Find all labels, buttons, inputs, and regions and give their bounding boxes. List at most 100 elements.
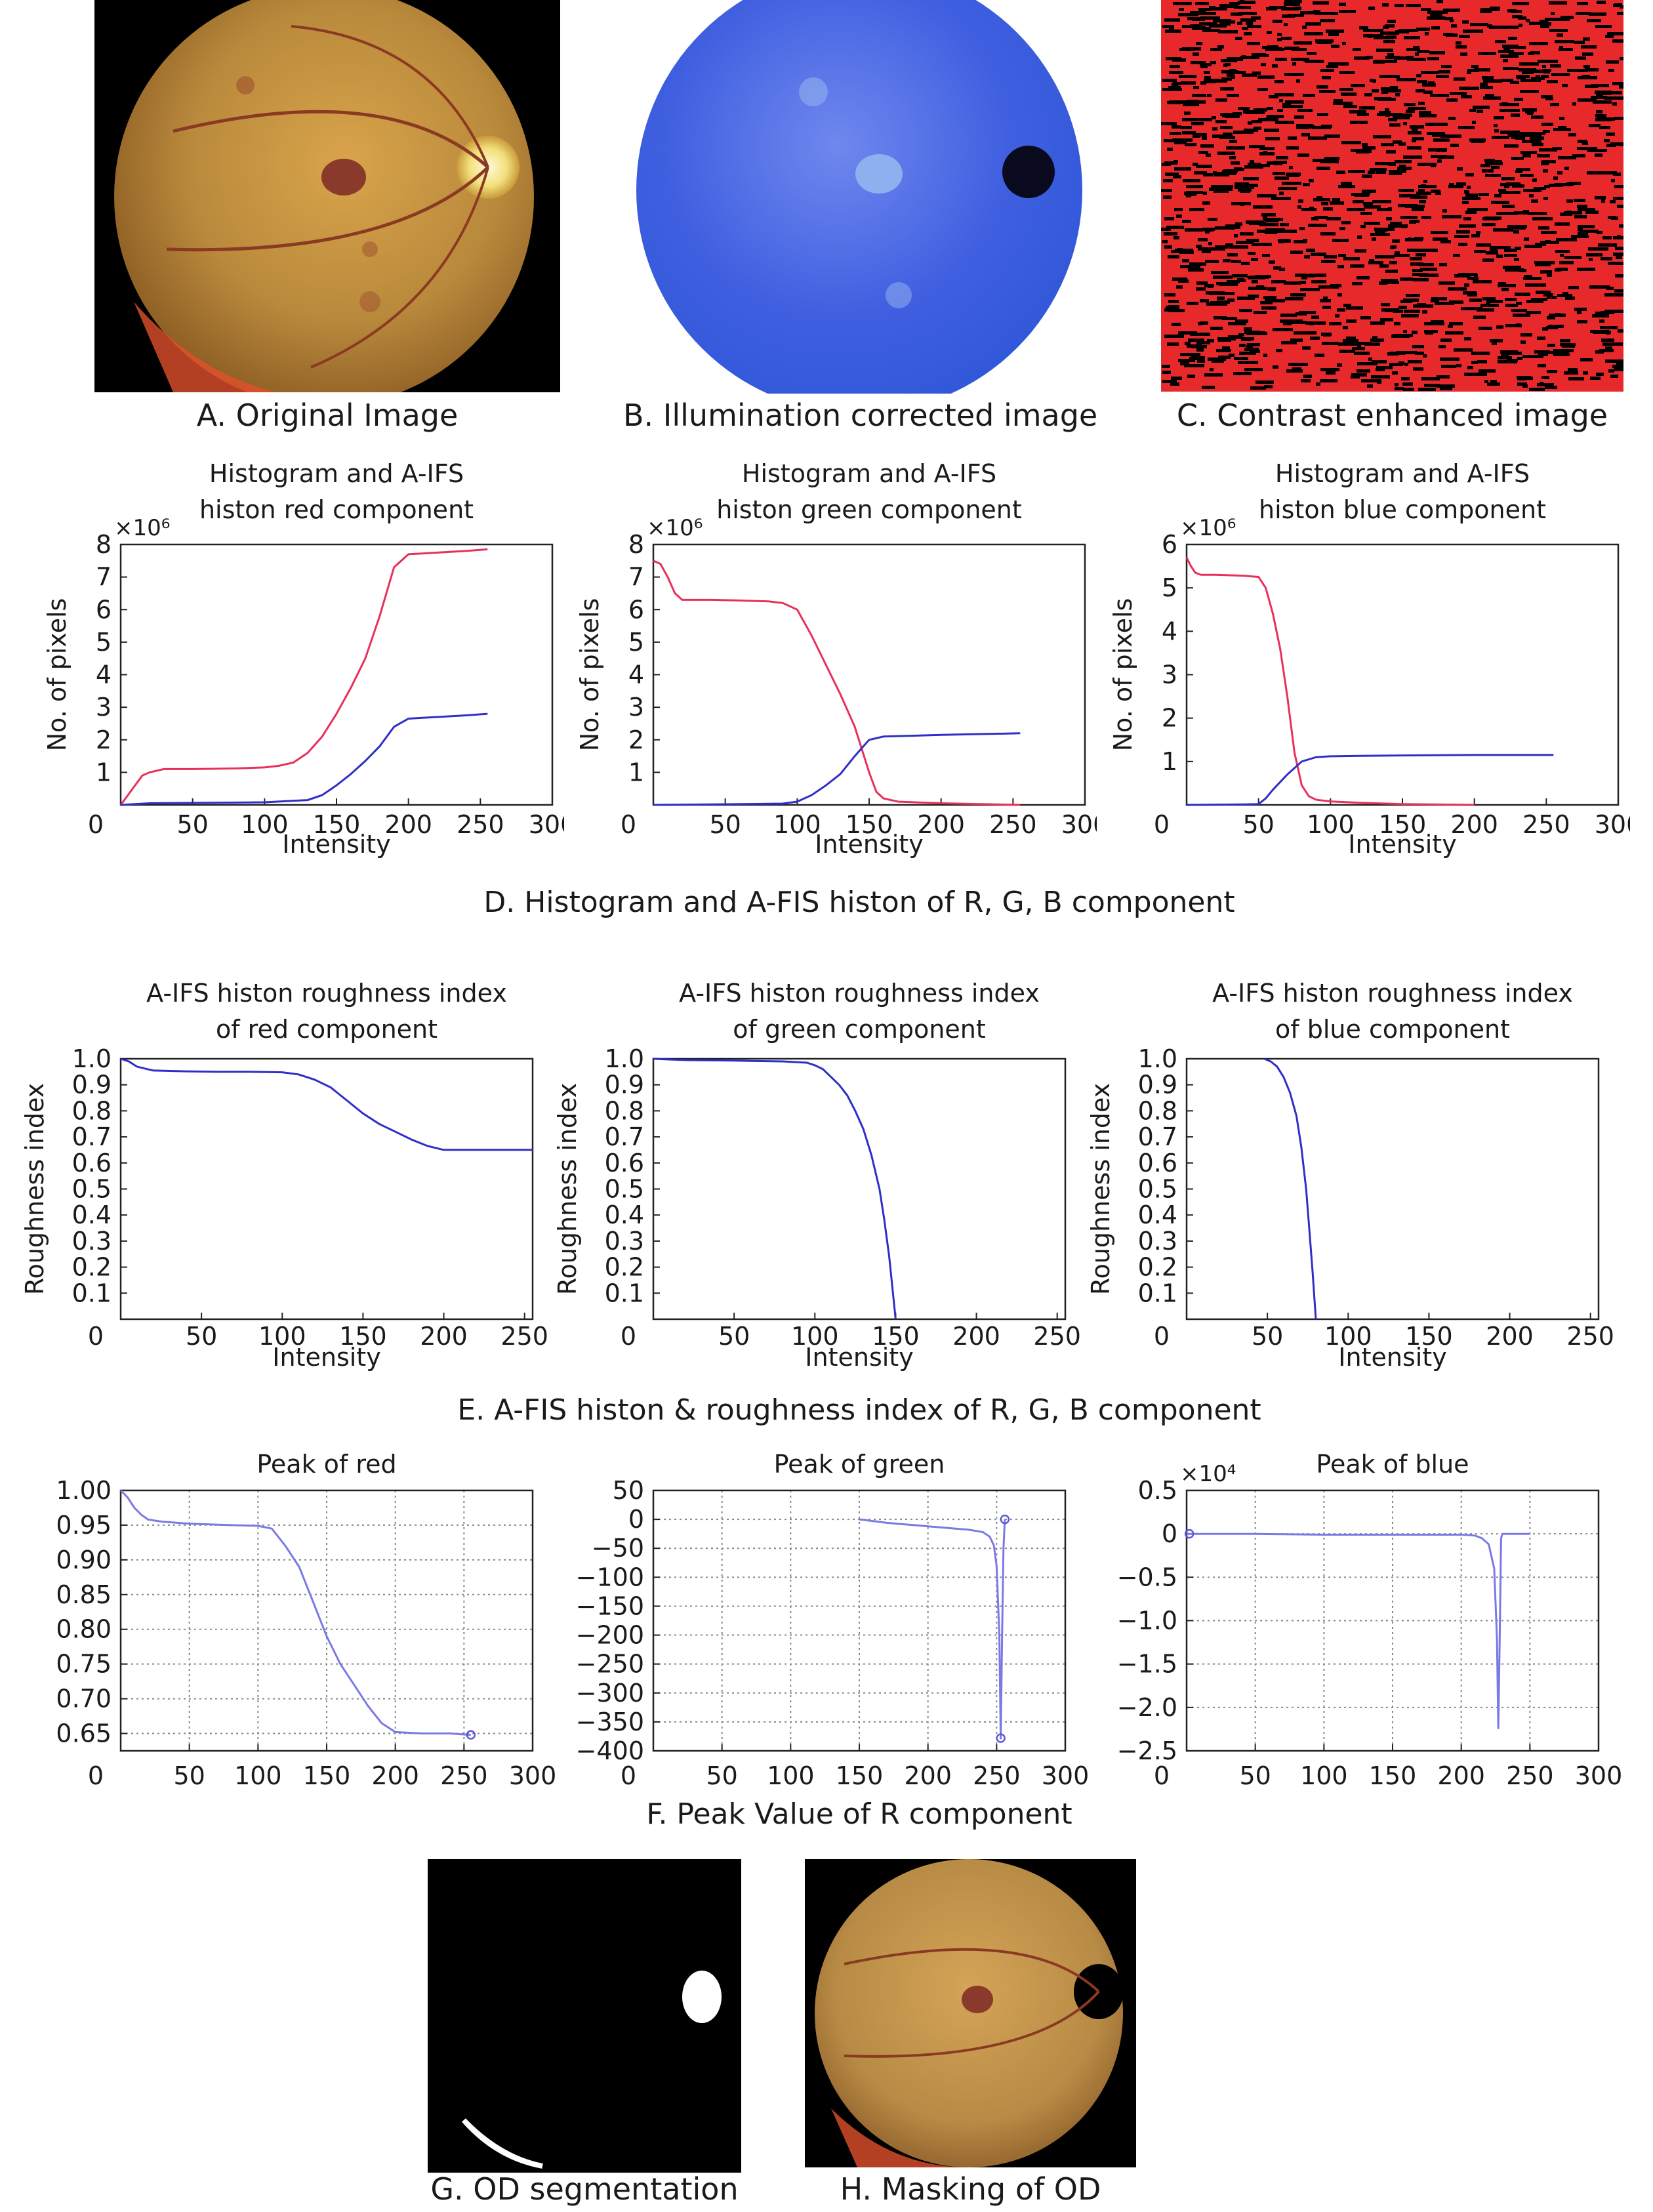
y-tick-label: −1.5: [1117, 1650, 1177, 1679]
plot-frame: [119, 1057, 534, 1321]
x-tick-label: 50: [709, 810, 741, 839]
illumination-corrected-image: [623, 0, 1095, 394]
chart-title: A-IFS histon roughness index: [679, 979, 1040, 1008]
y-tick-label: 0.2: [605, 1253, 644, 1282]
x-tick-label: 0: [1154, 1761, 1170, 1790]
y-tick-label: 6: [96, 595, 112, 624]
y-tick-label: 1: [628, 758, 644, 787]
y-tick-label: −2.0: [1117, 1693, 1177, 1722]
chart-hist-red: Histogram and A-IFS histon red component 0…: [43, 459, 564, 859]
y-tick-label: 50: [613, 1476, 644, 1505]
y-tick-label: 0.9: [72, 1071, 112, 1099]
chart-title: histon green component: [716, 495, 1022, 524]
y-tick-label: 0: [628, 1505, 644, 1534]
y-tick-label: 6: [628, 595, 644, 624]
y-tick-label: −150: [576, 1591, 644, 1620]
x-axis-label: Intensity: [282, 830, 390, 859]
x-tick-label: 200: [917, 810, 965, 839]
x-tick-label: 150: [872, 1322, 920, 1351]
x-tick-label: 0: [88, 810, 104, 839]
chart-rough-green: A-IFS histon roughness index of green com…: [553, 979, 1081, 1372]
y-tick-label: −300: [576, 1679, 644, 1708]
chart-hist-blue: Histogram and A-IFS histon blue component…: [1109, 459, 1630, 859]
series-line-0: [120, 1057, 533, 1151]
y-tick-label: 5: [96, 628, 112, 657]
chart-title: Peak of red: [256, 1450, 396, 1479]
series-line-0: [119, 1489, 471, 1736]
x-tick-label: 50: [176, 810, 208, 839]
y-axis-label: Roughness index: [1086, 1083, 1115, 1295]
od-segmentation-image: [428, 1859, 741, 2173]
y-tick-label: 1.0: [605, 1044, 644, 1073]
y-tick-label: 0.8: [605, 1096, 644, 1125]
chart-title: Histogram and A-IFS: [209, 459, 464, 488]
y-tick-label: 0.70: [56, 1685, 112, 1713]
plot-frame: [652, 1057, 1067, 1321]
y-tick-label: −2.5: [1117, 1736, 1177, 1765]
y-tick-label: 0.1: [72, 1279, 112, 1307]
y-tick-label: 1: [96, 758, 112, 787]
x-tick-label: 300: [1061, 810, 1097, 839]
y-tick-label: −0.5: [1117, 1563, 1177, 1591]
y-tick-label: 0.5: [1138, 1476, 1177, 1505]
x-axis-label: Intensity: [1348, 830, 1456, 859]
x-tick-label: 100: [1307, 810, 1355, 839]
x-tick-label: 0: [88, 1761, 104, 1790]
series-line-0: [653, 1057, 897, 1320]
chart-title: Peak of green: [774, 1450, 945, 1479]
y-axis-label: No. of pixels: [1109, 598, 1137, 752]
y-tick-label: 0.3: [605, 1227, 644, 1256]
plot-frame: [1185, 1057, 1600, 1321]
caption-b: B. Illumination corrected image: [623, 398, 1098, 433]
y-tick-label: 2: [628, 726, 644, 754]
section-e-caption: E. A-FIS histon & roughness index of R, …: [457, 1393, 1261, 1427]
y-tick-label: 1.00: [56, 1476, 112, 1505]
y-axis-label: No. of pixels: [575, 598, 604, 752]
x-tick-label: 250: [500, 1322, 548, 1351]
x-tick-label: 0: [1154, 810, 1170, 839]
x-tick-label: 250: [440, 1761, 488, 1790]
x-tick-label: 150: [313, 810, 361, 839]
chart-title: of green component: [733, 1015, 986, 1044]
x-tick-label: 100: [1300, 1761, 1348, 1790]
series-line-1: [120, 712, 488, 806]
y-tick-label: 0.7: [605, 1122, 644, 1151]
series-line-0: [859, 1518, 1006, 1740]
y-tick-label: −200: [576, 1621, 644, 1650]
series-line-0: [653, 560, 1021, 806]
x-tick-label: 300: [1595, 810, 1630, 839]
x-tick-label: 150: [836, 1761, 884, 1790]
data-point-marker: [1184, 1528, 1194, 1539]
y-tick-label: 1: [1162, 747, 1177, 776]
x-tick-label: 200: [1450, 810, 1498, 839]
y-axis-label: No. of pixels: [43, 598, 71, 752]
x-tick-label: 0: [88, 1322, 104, 1351]
y-tick-label: −400: [576, 1736, 644, 1765]
chart-title: histon red component: [199, 495, 474, 524]
y-tick-label: 8: [96, 530, 112, 559]
y-tick-label: 0.4: [1138, 1200, 1177, 1229]
x-tick-label: 100: [258, 1322, 306, 1351]
series-line-0: [1185, 557, 1475, 806]
y-tick-label: 0.8: [1138, 1096, 1177, 1125]
plot-frame: [1185, 543, 1620, 806]
x-tick-label: 200: [1486, 1322, 1534, 1351]
x-tick-label: 150: [846, 810, 893, 839]
chart-title: A-IFS histon roughness index: [1212, 979, 1573, 1008]
y-tick-label: 0.5: [72, 1175, 112, 1204]
y-tick-label: 0.3: [72, 1227, 112, 1256]
y-tick-label: 0.8: [72, 1096, 112, 1125]
y-tick-label: 0.5: [605, 1175, 644, 1204]
y-tick-label: 8: [628, 530, 644, 559]
y-tick-label: 3: [628, 693, 644, 722]
x-tick-label: 0: [621, 1322, 636, 1351]
y-tick-label: 0.85: [56, 1580, 112, 1609]
y-tick-label: 0.90: [56, 1546, 112, 1574]
x-tick-label: 0: [621, 810, 636, 839]
y-tick-label: 5: [628, 628, 644, 657]
y-tick-label: 0.75: [56, 1650, 112, 1679]
axis-exponent: ×10⁶: [1180, 515, 1236, 541]
x-tick-label: 200: [384, 810, 432, 839]
x-tick-label: 300: [509, 1761, 557, 1790]
